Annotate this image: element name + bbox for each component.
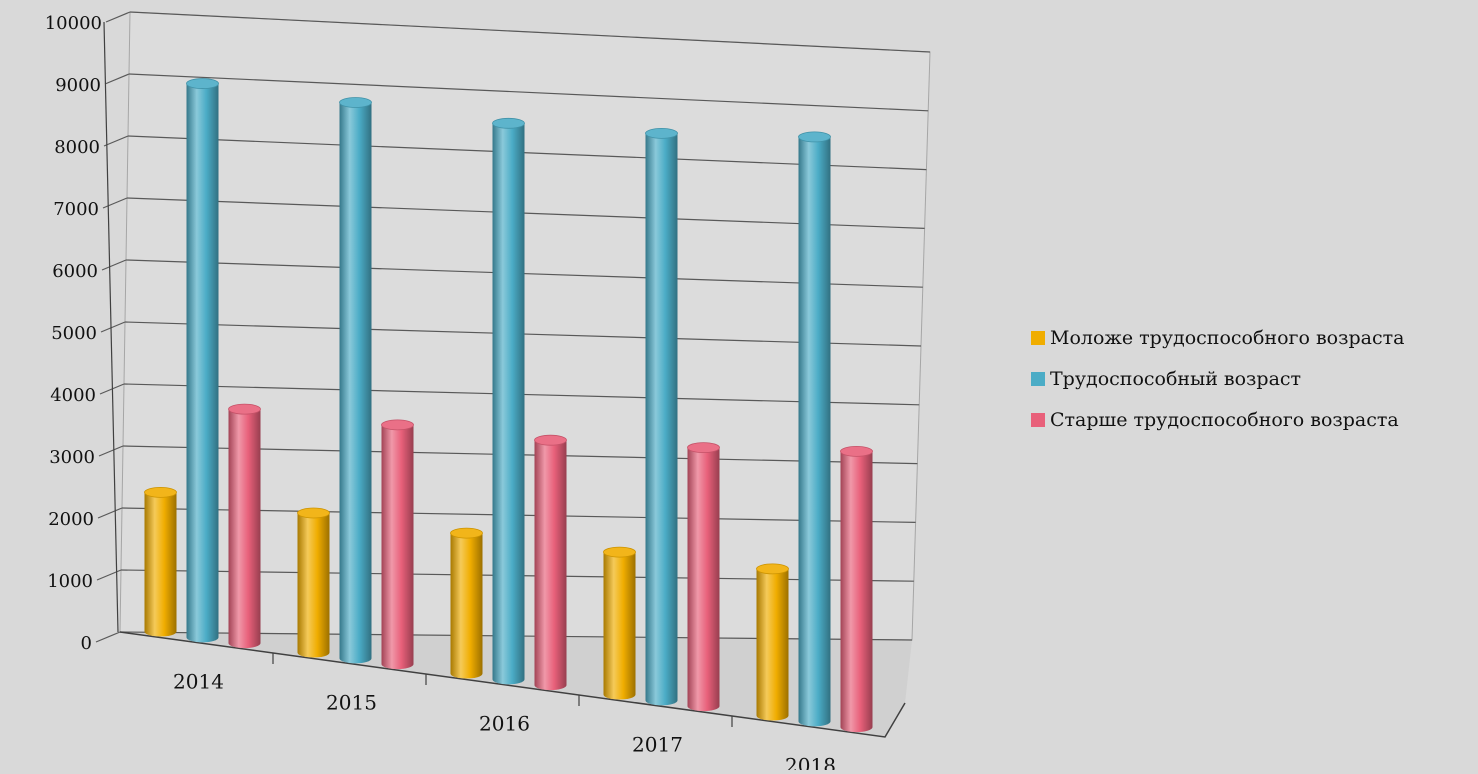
gridline-side <box>103 135 129 147</box>
gridline <box>128 73 929 112</box>
bar-body <box>534 440 567 691</box>
bar-top <box>186 78 219 89</box>
y-tick-label: 1000 <box>47 571 93 592</box>
legend-swatch <box>1031 331 1045 345</box>
legend-label: Моложе трудоспособного возраста <box>1050 327 1404 349</box>
y-axis-line <box>103 21 119 633</box>
gridline-side <box>96 569 122 581</box>
bar-top <box>381 419 414 431</box>
bar <box>756 563 789 721</box>
y-tick-label: 8000 <box>54 137 100 158</box>
bar <box>228 403 261 649</box>
bar-top <box>144 486 177 498</box>
y-tick-label: 0 <box>81 633 92 654</box>
bar-top <box>450 527 483 539</box>
y-tick-label: 3000 <box>49 447 95 468</box>
gridline-side <box>105 11 131 23</box>
bar-body <box>228 409 261 649</box>
bar-body <box>603 552 636 700</box>
bar-body <box>186 83 219 643</box>
gridline-side <box>102 197 128 209</box>
gridline <box>127 135 927 171</box>
y-tick-label: 9000 <box>55 75 101 96</box>
bar-body <box>450 533 483 679</box>
gridline-side <box>97 507 123 519</box>
legend-item: Старше трудоспособного возраста <box>1031 409 1399 431</box>
bar <box>381 419 414 670</box>
bar <box>603 546 636 700</box>
bar-body <box>645 133 678 706</box>
bar <box>798 131 831 727</box>
bar-top <box>297 507 330 519</box>
y-tick-label: 6000 <box>52 261 98 282</box>
x-tick-label: 2015 <box>326 691 377 715</box>
bar <box>492 117 525 685</box>
gridline-side <box>100 321 126 333</box>
bar <box>144 486 177 637</box>
y-tick-label: 2000 <box>48 509 94 530</box>
bar-top <box>534 434 567 446</box>
legend-label: Старше трудоспособного возраста <box>1050 409 1399 431</box>
legend-label: Трудоспособный возраст <box>1050 368 1301 390</box>
bar-top <box>756 563 789 575</box>
x-tick-label: 2014 <box>173 670 224 694</box>
x-axis: 2014 2015 2016 2017 2018 <box>119 631 906 774</box>
bar-top <box>339 97 372 108</box>
bar-top <box>228 403 261 415</box>
bar-top <box>687 442 720 453</box>
bar <box>297 507 330 658</box>
bar <box>450 527 483 679</box>
legend: Моложе трудоспособного возраста Трудоспос… <box>1031 327 1404 431</box>
bar-top <box>603 546 636 558</box>
bar-body <box>492 123 525 685</box>
legend-item: Моложе трудоспособного возраста <box>1031 327 1404 349</box>
bar-body <box>756 568 789 721</box>
bar-top <box>798 131 831 143</box>
gridline <box>129 11 931 53</box>
gridline-side <box>104 73 130 85</box>
gridline-side <box>98 445 124 457</box>
bar-body <box>840 451 873 733</box>
gridline <box>126 197 925 229</box>
bar-body <box>687 447 720 712</box>
y-tick-label: 10000 <box>45 13 102 34</box>
bar-body <box>297 513 330 658</box>
bar <box>687 442 720 712</box>
bar <box>186 78 219 643</box>
bar <box>339 97 372 664</box>
bar-body <box>339 102 372 664</box>
bar-top <box>840 445 873 457</box>
bar <box>840 445 873 733</box>
gridline-side <box>95 631 121 643</box>
legend-swatch <box>1031 413 1045 427</box>
y-tick-label: 5000 <box>51 323 97 344</box>
y-tick-label: 4000 <box>50 385 96 406</box>
bar-body <box>798 136 831 727</box>
y-axis: 0 1000 2000 3000 4000 5000 6000 7000 8000 9000 100… <box>45 13 119 654</box>
legend-swatch <box>1031 372 1045 386</box>
bars <box>144 78 873 733</box>
x-axis-line <box>119 631 906 738</box>
bar-top <box>645 127 678 139</box>
y-tick-label: 7000 <box>53 199 99 220</box>
bar <box>534 434 567 691</box>
x-tick-label: 2017 <box>632 733 683 757</box>
x-tick-label: 2016 <box>479 712 530 736</box>
bar-top <box>492 117 525 129</box>
bar-body <box>381 424 414 670</box>
bar <box>645 127 678 706</box>
gridline-side <box>101 259 127 271</box>
bar-body <box>144 492 177 637</box>
x-tick-label: 2018 <box>785 754 836 771</box>
legend-item: Трудоспособный возраст <box>1031 368 1301 390</box>
